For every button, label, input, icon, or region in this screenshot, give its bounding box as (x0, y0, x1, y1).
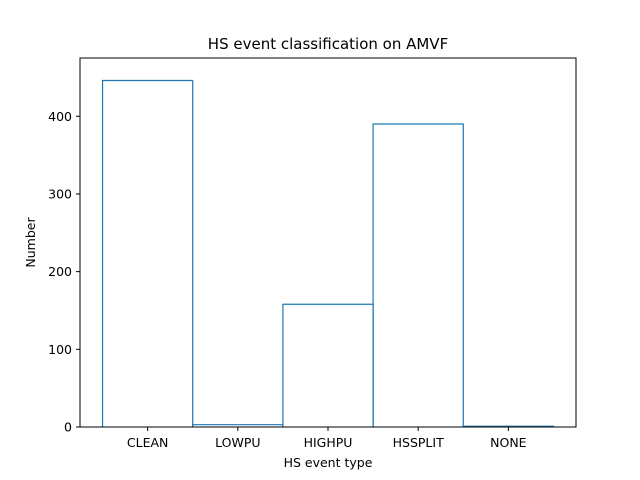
x-tick-label: NONE (490, 435, 527, 450)
x-axis-ticks: CLEAN LOWPU HIGHPU HSSPLIT NONE (127, 427, 527, 450)
y-axis-label: Number (23, 217, 38, 268)
y-tick-label: 200 (48, 264, 72, 279)
x-tick-label: HSSPLIT (393, 435, 444, 450)
y-tick-label: 0 (64, 420, 72, 435)
x-tick-label: CLEAN (127, 435, 169, 450)
chart-title: HS event classification on AMVF (208, 35, 448, 53)
y-tick-label: 400 (48, 109, 72, 124)
x-tick-label: HIGHPU (304, 435, 353, 450)
bar-clean (101, 79, 194, 427)
y-tick-label: 100 (48, 342, 72, 357)
plot-area (101, 79, 555, 427)
bar-hssplit (372, 123, 464, 427)
y-tick-label: 300 (48, 186, 72, 201)
x-axis-label: HS event type (284, 455, 373, 470)
x-tick-label: LOWPU (215, 435, 260, 450)
y-axis-ticks: 0 100 200 300 400 (48, 109, 80, 435)
